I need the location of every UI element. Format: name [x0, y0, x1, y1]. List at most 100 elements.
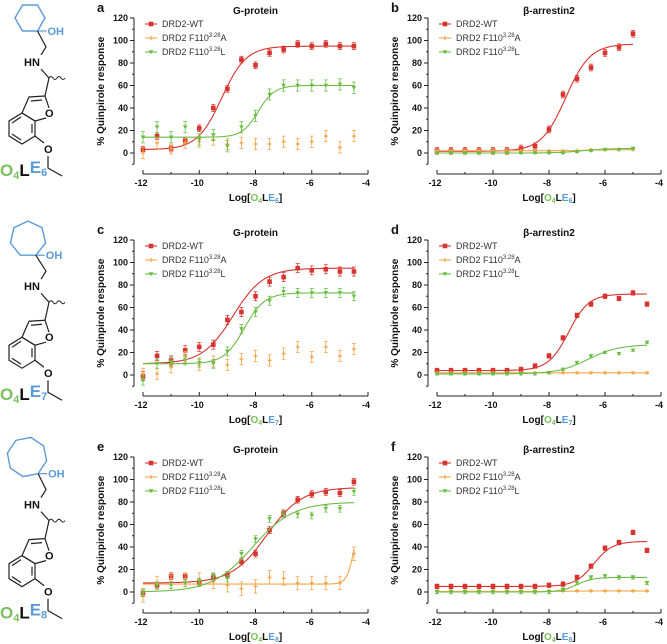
data-point-square [588, 563, 594, 569]
legend-label-text: DRD2-WT [456, 19, 498, 29]
data-point-triangle [644, 581, 650, 586]
x-tick-label: -8 [249, 178, 257, 188]
compound-name-e_sub: 8 [41, 610, 47, 622]
compound-name-l: L [19, 161, 29, 180]
data-point-triangle [196, 580, 202, 585]
x-axis-label: Log[O4LE8] [229, 632, 282, 644]
y-tick-label: 80 [412, 58, 422, 68]
data-point-triangle [140, 135, 146, 140]
legend-item-ala: DRD2 F1103.28A [439, 33, 521, 43]
x-tick-label: -4 [362, 178, 370, 188]
data-point-square [532, 363, 538, 369]
data-point-square [323, 489, 329, 495]
bond [44, 320, 50, 333]
x-label-l: L [262, 193, 268, 204]
legend-label-text: DRD2 F110 [456, 486, 503, 496]
data-point-cross [631, 588, 635, 593]
x-tick-label: -6 [306, 178, 314, 188]
data-point-triangle [211, 361, 216, 366]
legend-label: DRD2 F1103.28A [456, 472, 521, 482]
data-point-square [309, 43, 315, 49]
data-point-square [211, 105, 216, 111]
data-point-square [196, 125, 202, 131]
legend-label-text: DRD2 F110 [456, 269, 503, 279]
legend-superscript: 3.28 [503, 255, 515, 261]
y-tick-label: 60 [118, 81, 128, 91]
data-point-square [239, 559, 244, 564]
atom-hn: HN [24, 57, 40, 69]
data-point-cross [295, 581, 300, 585]
bond [44, 95, 50, 109]
legend-superscript: 3.28 [209, 486, 221, 492]
legend-item-wt: DRD2-WT [439, 458, 498, 468]
data-point-triangle [281, 83, 286, 88]
legend-label: DRD2 F1103.28L [456, 47, 520, 57]
x-tick-label: -12 [428, 400, 441, 410]
data-point-cross [253, 584, 258, 589]
x-tick-label: -10 [191, 617, 204, 627]
data-point-triangle [434, 151, 440, 156]
legend-suffix: A [221, 33, 227, 43]
data-point-square [518, 367, 524, 372]
data-point-cross [645, 588, 649, 593]
legend-superscript: 3.28 [209, 472, 221, 478]
data-point-triangle [490, 590, 496, 595]
x-label-l: L [556, 632, 562, 643]
data-point-cross [631, 370, 635, 375]
atom-oh: OH [48, 26, 65, 38]
x-tick-label: -6 [306, 617, 314, 627]
legend-label-text: DRD2 F110 [162, 47, 209, 57]
data-point-cross [239, 357, 244, 362]
data-point-triangle [323, 83, 329, 88]
bond [40, 511, 50, 522]
data-point-square [532, 584, 538, 589]
data-point-triangle [351, 294, 357, 299]
compound-name-o: O [0, 604, 13, 623]
data-point-square [337, 269, 343, 274]
data-point-square [448, 368, 454, 373]
x-label-l: L [262, 415, 268, 426]
x-tick-label: -8 [543, 178, 551, 188]
data-point-square [351, 269, 357, 274]
chart-title: G-protein [233, 6, 278, 17]
bond [36, 30, 47, 56]
y-tick-label: 40 [412, 103, 422, 113]
series-ala [141, 130, 356, 160]
x-label-o: O [250, 193, 258, 204]
data-point-square [574, 313, 580, 318]
data-point-triangle [462, 372, 468, 377]
data-point-triangle [295, 512, 300, 517]
fit-curve-wt [142, 45, 354, 151]
compound-name-e_sub: 6 [41, 167, 47, 179]
x-label-o: O [544, 193, 552, 204]
data-point-square [462, 584, 468, 589]
bond [11, 340, 22, 348]
x-label-prefix: Log[ [522, 632, 544, 643]
data-point-square [462, 368, 468, 373]
data-point-cross [351, 347, 356, 352]
y-tick-label: 60 [412, 303, 422, 313]
data-point-triangle [490, 151, 496, 156]
chart-e: e G-protein 0 20 40 60 80 100 120 % Quinpirole re… [96, 439, 370, 644]
data-point-cross [323, 581, 328, 585]
series-leu [434, 574, 650, 595]
legend-label: DRD2 F1103.28L [162, 47, 226, 57]
data-point-cross [281, 576, 286, 581]
bond [47, 155, 63, 177]
x-tick-label: -12 [134, 178, 147, 188]
legend-label-text: DRD2 F110 [162, 269, 209, 279]
data-point-square [504, 584, 510, 589]
y-tick-label: 100 [113, 475, 128, 485]
data-point-triangle [211, 574, 216, 579]
x-tick-label: -10 [191, 178, 204, 188]
x-label-o_sub: 4 [258, 198, 262, 205]
atom-hn: HN [24, 281, 40, 293]
data-point-cross [323, 134, 328, 139]
compound-name-o_sub: 4 [13, 170, 20, 182]
legend-label-text: DRD2 F110 [456, 33, 503, 43]
data-point-square [337, 490, 343, 496]
compound-name-l: L [19, 604, 29, 623]
legend-label: DRD2-WT [162, 458, 204, 468]
legend-label: DRD2 F1103.28L [162, 486, 226, 496]
data-point-triangle [154, 583, 160, 588]
